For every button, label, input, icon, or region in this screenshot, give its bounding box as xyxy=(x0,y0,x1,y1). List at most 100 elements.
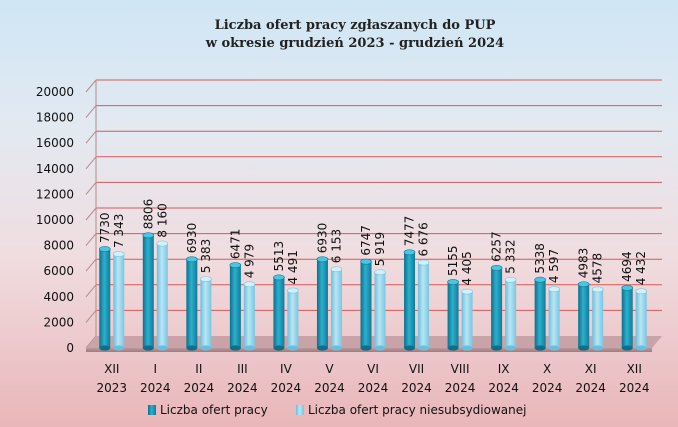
bar-top xyxy=(112,251,125,257)
bar-top xyxy=(186,256,198,263)
bar-base xyxy=(142,345,154,351)
bars xyxy=(98,232,648,351)
data-label-total-3: 6471 xyxy=(228,229,242,260)
bar-top xyxy=(504,276,517,283)
x-tick-month: I xyxy=(154,362,158,376)
bar-total-3 xyxy=(229,262,242,351)
bar-unsubsidized-8 xyxy=(461,288,473,351)
bar-base xyxy=(491,345,503,351)
bar-body xyxy=(243,284,255,348)
legend-swatch xyxy=(148,405,156,415)
y-tick-label: 4000 xyxy=(43,290,74,304)
x-tick-year: 2024 xyxy=(401,381,432,395)
bar-top xyxy=(360,258,372,265)
bar-body xyxy=(273,277,285,348)
bar-top xyxy=(243,281,256,288)
bar-top xyxy=(156,240,169,247)
bar-total-2 xyxy=(186,256,198,351)
x-tick-month: VIII xyxy=(451,362,470,376)
bar-top xyxy=(461,288,473,295)
chart-subtitle: w okresie grudzień 2023 - grudzień 2024 xyxy=(205,36,504,51)
data-label-total-1: 8806 xyxy=(141,199,155,230)
x-tick-year: 2024 xyxy=(488,381,519,395)
data-label-total-9: 6257 xyxy=(490,231,504,262)
bar-top xyxy=(287,287,299,294)
gridline-slant xyxy=(85,182,97,195)
bar-base xyxy=(534,345,546,351)
bar-unsubsidized-4 xyxy=(287,287,299,351)
x-tick-year: 2024 xyxy=(358,381,389,395)
bar-body xyxy=(156,243,168,348)
bar-total-0 xyxy=(98,246,111,351)
data-label-unsubsidized-0: 7 343 xyxy=(112,214,126,248)
bar-body xyxy=(621,287,633,348)
y-tick-label: 6000 xyxy=(43,264,74,278)
bar-base xyxy=(99,345,111,351)
bar-body xyxy=(142,235,154,348)
bar-base xyxy=(287,345,299,351)
chart-title: Liczba ofert pracy zgłaszanych do PUP xyxy=(215,18,496,33)
bar-top xyxy=(447,279,459,285)
bar-total-1 xyxy=(142,232,155,351)
data-label-unsubsidized-4: 4 491 xyxy=(286,250,300,284)
bar-body xyxy=(534,279,546,348)
x-tick-month: X xyxy=(543,362,551,376)
bar-total-9 xyxy=(490,265,503,351)
gridline-slant xyxy=(85,258,97,272)
bar-body xyxy=(447,282,459,348)
data-label-unsubsidized-1: 8 160 xyxy=(155,203,169,237)
bar-base xyxy=(360,345,372,351)
bar-total-5 xyxy=(316,256,329,351)
bar-unsubsidized-10 xyxy=(548,286,560,351)
x-tick-month: IV xyxy=(280,362,293,376)
legend-label: Liczba ofert pracy niesubsydiowanej xyxy=(308,403,526,417)
x-tick-year: 2024 xyxy=(619,381,650,395)
data-label-total-8: 5155 xyxy=(446,245,460,276)
data-label-unsubsidized-6: 5 919 xyxy=(373,232,387,266)
bar-body xyxy=(461,291,473,348)
gridline-slant xyxy=(85,310,97,323)
y-tick-label: 12000 xyxy=(36,187,74,201)
bar-top xyxy=(417,259,430,266)
bar-base xyxy=(229,345,241,351)
y-tick-label: 14000 xyxy=(36,162,74,176)
bar-body xyxy=(200,279,212,348)
x-axis: XII 2023 I 2024 II 2024 III 2024 IV 2024 V 2024 VI 20… xyxy=(96,362,649,395)
bar-top xyxy=(374,269,386,276)
data-label-total-10: 5338 xyxy=(533,243,547,274)
bar-total-12 xyxy=(621,285,634,351)
x-tick-month: V xyxy=(325,362,334,376)
bar-base xyxy=(273,345,285,351)
bar-body xyxy=(113,254,125,348)
bar-total-4 xyxy=(273,274,285,351)
bar-unsubsidized-5 xyxy=(330,266,343,351)
data-label-unsubsidized-2: 5 383 xyxy=(199,239,213,273)
bar-top xyxy=(142,232,155,239)
bar-base xyxy=(548,345,560,351)
y-tick-label: 0 xyxy=(66,341,74,355)
y-tick-label: 20000 xyxy=(36,85,74,99)
bar-body xyxy=(374,272,386,348)
bar-top xyxy=(330,266,343,273)
bar-total-11 xyxy=(577,281,590,351)
legend-item-unsubsidized: Liczba ofert pracy niesubsydiowanej xyxy=(296,403,526,417)
data-label-total-0: 7730 xyxy=(98,213,112,244)
bar-unsubsidized-1 xyxy=(156,240,169,351)
legend-label: Liczba ofert pracy xyxy=(160,403,268,417)
bar-total-8 xyxy=(447,279,459,351)
data-label-total-11: 4983 xyxy=(577,248,591,279)
data-label-unsubsidized-8: 4 405 xyxy=(460,251,474,285)
data-label-total-7: 7477 xyxy=(403,216,417,247)
bar-body xyxy=(330,269,342,348)
x-tick-year: 2024 xyxy=(184,381,215,395)
bar-base xyxy=(374,345,386,351)
y-tick-label: 2000 xyxy=(43,315,74,329)
gridline-slant xyxy=(85,79,97,93)
bar-base xyxy=(404,345,416,351)
bar-top xyxy=(273,274,285,281)
bar-base xyxy=(186,345,198,351)
y-tick-label: 10000 xyxy=(36,213,74,227)
bar-unsubsidized-6 xyxy=(374,269,386,351)
data-label-unsubsidized-5: 6 153 xyxy=(329,229,343,263)
y-tick-label: 16000 xyxy=(36,136,74,150)
